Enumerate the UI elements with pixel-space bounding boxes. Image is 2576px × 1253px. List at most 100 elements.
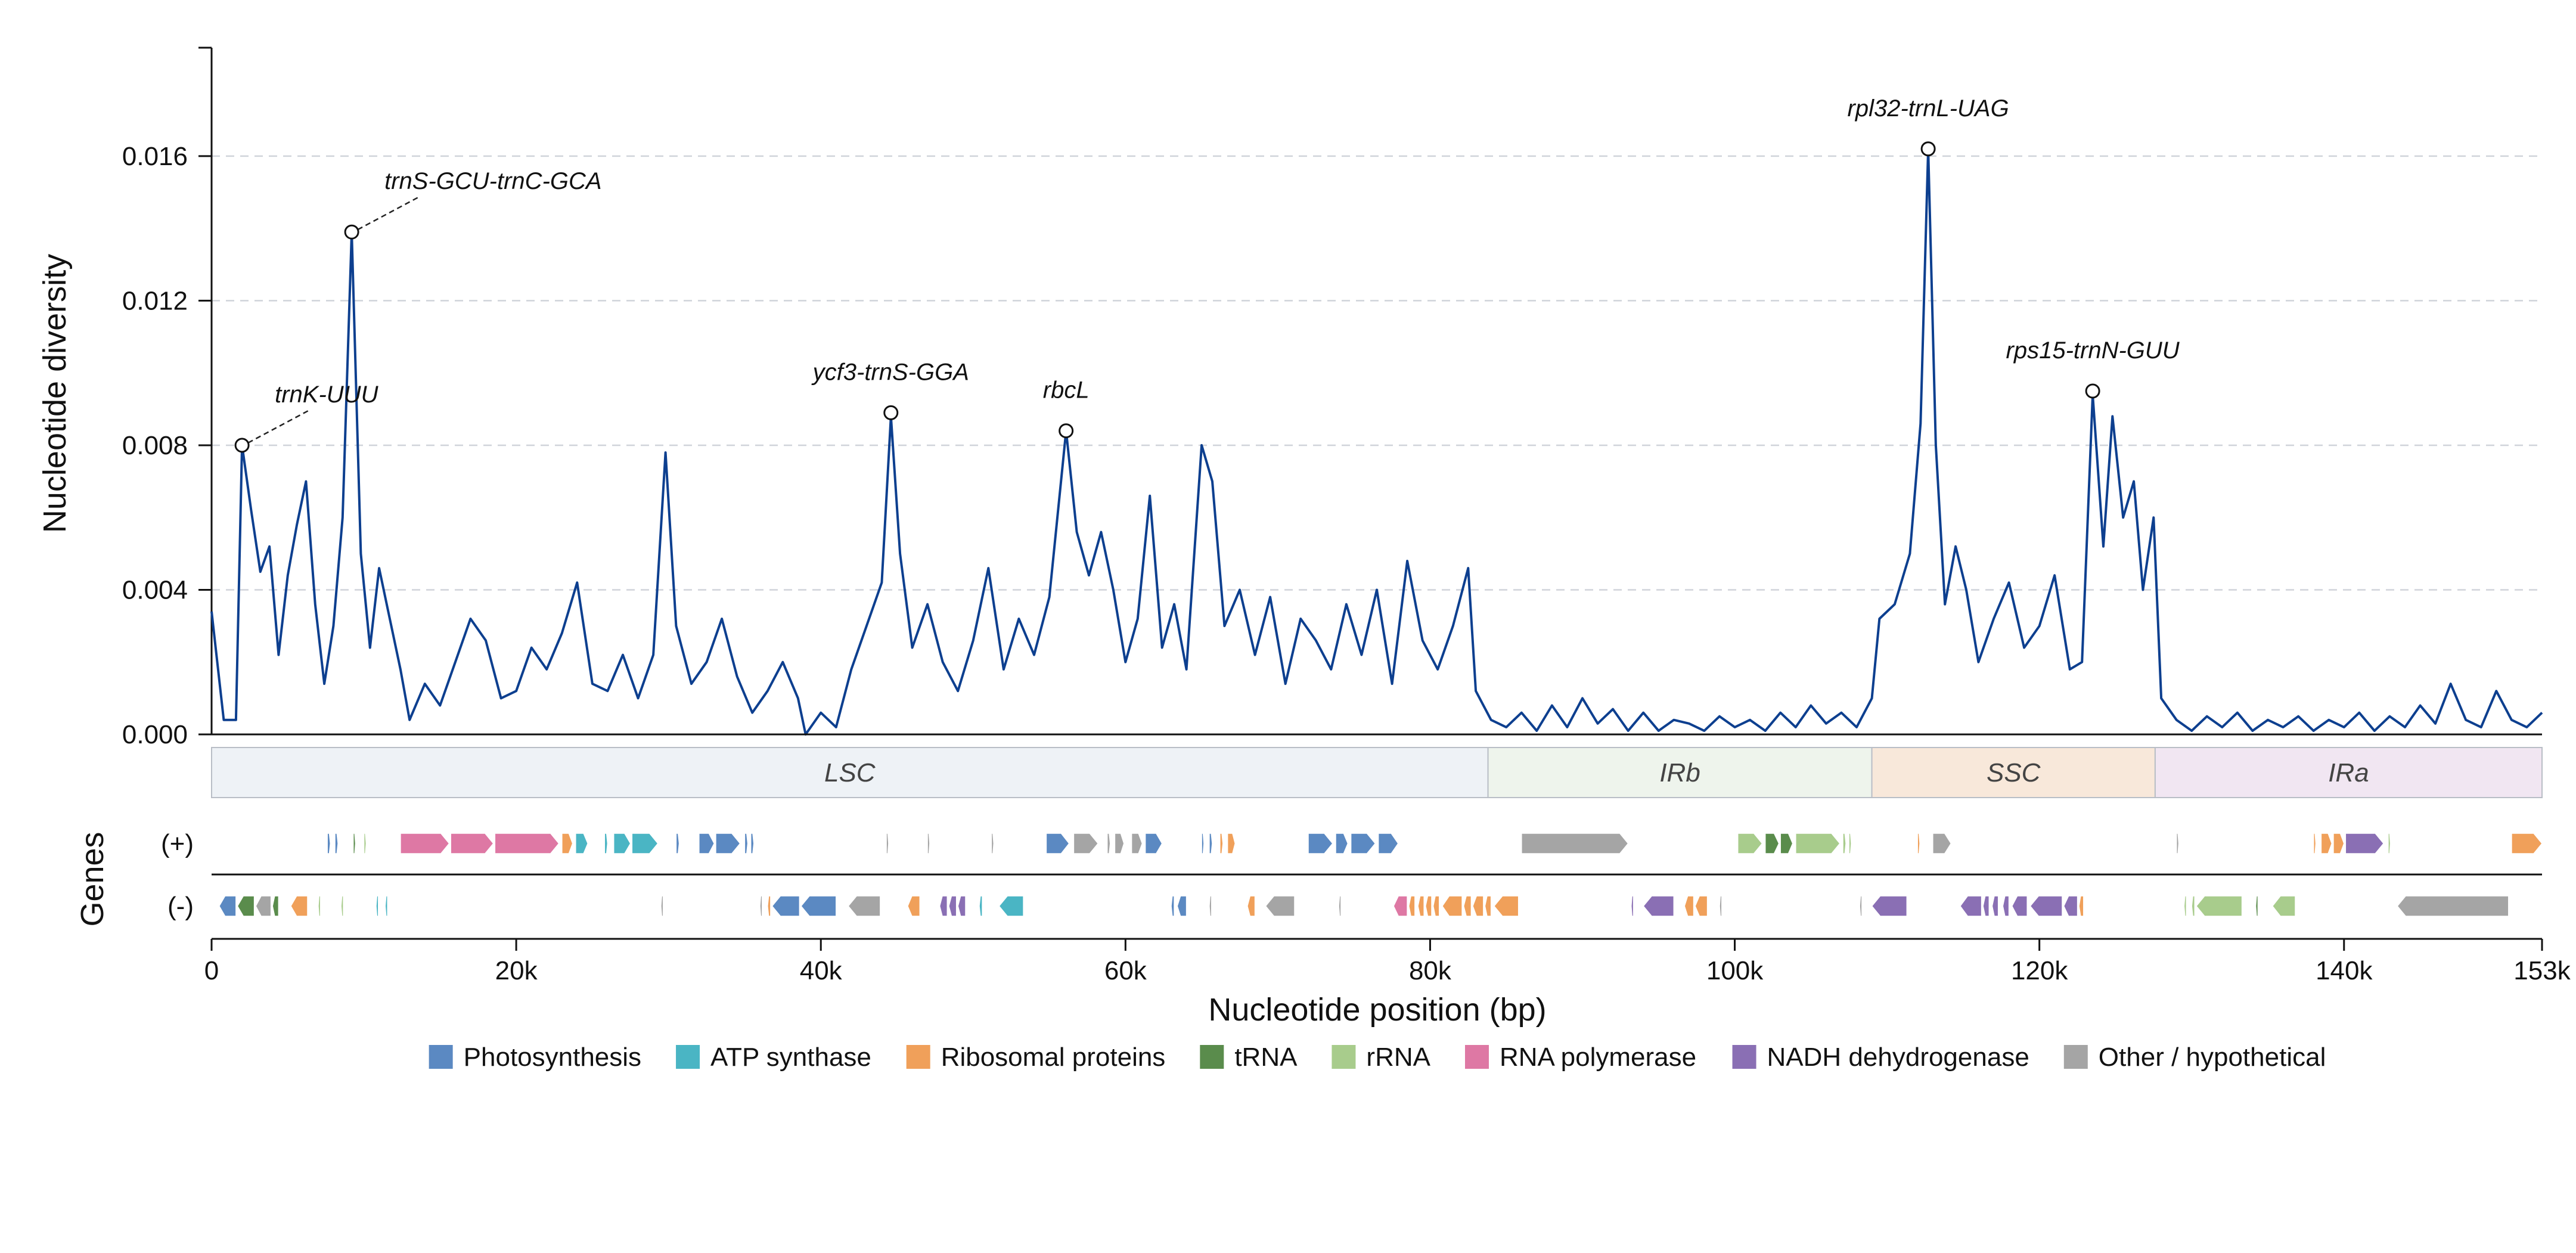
legend-swatch	[676, 1045, 700, 1069]
strand-label: (+)	[161, 829, 194, 858]
gene-arrow	[352, 833, 356, 854]
gene-arrow	[1991, 895, 1999, 917]
legend-label: Other / hypothetical	[2099, 1043, 2326, 1072]
gene-arrow	[290, 895, 308, 917]
gene-arrow	[1719, 895, 1722, 917]
gene-arrow	[1408, 895, 1416, 917]
gene-arrow	[1959, 895, 1982, 917]
gene-arrow	[1350, 833, 1376, 854]
gene-arrow	[1425, 895, 1432, 917]
legend-label: NADH dehydrogenase	[1767, 1043, 2029, 1072]
peak-marker	[344, 224, 359, 240]
gene-arrow	[2029, 895, 2063, 917]
gene-arrow	[1106, 833, 1111, 854]
legend: Photosynthesis ATP synthase Ribosomal prot…	[429, 1043, 2326, 1072]
region-label: IRa	[2328, 758, 2369, 787]
gene-arrow	[1484, 895, 1492, 917]
peak-leader-line	[247, 408, 311, 444]
gene-arrow	[2313, 833, 2317, 854]
gene-arrow	[991, 833, 995, 854]
gene-arrow	[272, 895, 280, 917]
x-tick-label: 120k	[2011, 956, 2068, 985]
gene-arrow	[1114, 833, 1125, 854]
legend-swatch	[429, 1045, 453, 1069]
gene-arrow	[1780, 833, 1793, 854]
gene-arrow	[1209, 895, 1212, 917]
gene-arrow	[1171, 895, 1175, 917]
gene-arrow	[800, 895, 837, 917]
y-tick-label: 0.004	[122, 575, 188, 604]
gene-arrow	[767, 895, 771, 917]
x-tick-label: 20k	[495, 956, 538, 985]
gene-arrow	[237, 895, 255, 917]
legend-swatch	[1332, 1045, 1356, 1069]
peak-marker	[234, 438, 250, 453]
y-axis-title: Nucleotide diversity	[37, 254, 73, 533]
x-tick-label: 80k	[1409, 956, 1452, 985]
gene-arrow	[2063, 895, 2078, 917]
gene-arrow	[1247, 895, 1256, 917]
gene-arrow	[2397, 895, 2509, 917]
gene-arrow	[2183, 895, 2187, 917]
gene-arrow	[1982, 895, 1990, 917]
gene-arrow	[255, 895, 272, 917]
y-axis: 0.000 0.004 0.008 0.012 0.016	[122, 46, 213, 749]
gene-arrow	[675, 833, 680, 854]
y-tick-label: 0.016	[122, 142, 188, 171]
gene-arrow	[1177, 895, 1187, 917]
legend-swatch	[2063, 1045, 2088, 1069]
peak-annotations: trnK-UUU trnS-GCU-trnC-GCA ycf3-trnS-GGA rb…	[234, 95, 2180, 453]
region-block	[211, 747, 1489, 798]
x-tick-label: 0	[204, 956, 219, 985]
gene-arrow	[218, 895, 237, 917]
peak-marker	[1059, 423, 1074, 439]
gene-arrow	[957, 895, 966, 917]
x-axis-title: Nucleotide position (bp)	[1208, 992, 1546, 1028]
gene-arrow	[1795, 833, 1841, 854]
gene-arrow	[927, 833, 930, 854]
peak-marker	[1920, 141, 1936, 157]
legend-swatch	[1200, 1045, 1224, 1069]
legend-swatch	[1464, 1045, 1489, 1069]
gene-arrow	[1227, 833, 1236, 854]
gene-arrow	[613, 833, 631, 854]
genome-regions-track: LSC IRb SSC IRa	[211, 747, 2543, 798]
gene-arrow	[2011, 895, 2028, 917]
gene-arrow	[494, 833, 560, 854]
gene-arrow	[1201, 833, 1205, 854]
region-block	[1487, 747, 1873, 798]
region-label: IRb	[1659, 758, 1700, 787]
gene-arrow	[2511, 833, 2543, 854]
legend-label: Photosynthesis	[464, 1043, 641, 1072]
gene-arrow	[1859, 895, 1863, 917]
gene-arrow	[1338, 895, 1342, 917]
region-label: SSC	[1987, 758, 2041, 787]
legend-swatch	[906, 1045, 930, 1069]
gene-arrow	[1871, 895, 1908, 917]
gene-arrow	[886, 833, 889, 854]
gene-arrow	[400, 833, 450, 854]
gene-arrow	[334, 833, 339, 854]
gene-arrow	[375, 895, 379, 917]
gene-arrow	[2175, 833, 2180, 854]
gene-arrow	[450, 833, 494, 854]
gene-arrow	[750, 833, 755, 854]
gene-arrow	[604, 833, 609, 854]
gene-arrow	[2255, 895, 2259, 917]
gene-arrow	[1848, 833, 1852, 854]
gene-arrow	[2195, 895, 2243, 917]
gene-arrow	[384, 895, 388, 917]
gene-arrow	[2002, 895, 2010, 917]
gene-arrow	[759, 895, 763, 917]
gene-arrow	[1472, 895, 1484, 917]
gene-arrow	[744, 833, 749, 854]
x-tick-label: 140k	[2316, 956, 2373, 985]
gene-arrow	[1631, 895, 1634, 917]
region-label: LSC	[824, 758, 876, 787]
y-tick-label: 0.008	[122, 431, 188, 460]
gene-track: (+) (-)	[161, 829, 2543, 921]
gene-arrow	[1463, 895, 1472, 917]
peak-label: rps15-trnN-GUU	[2006, 337, 2180, 364]
gene-arrow	[1131, 833, 1143, 854]
